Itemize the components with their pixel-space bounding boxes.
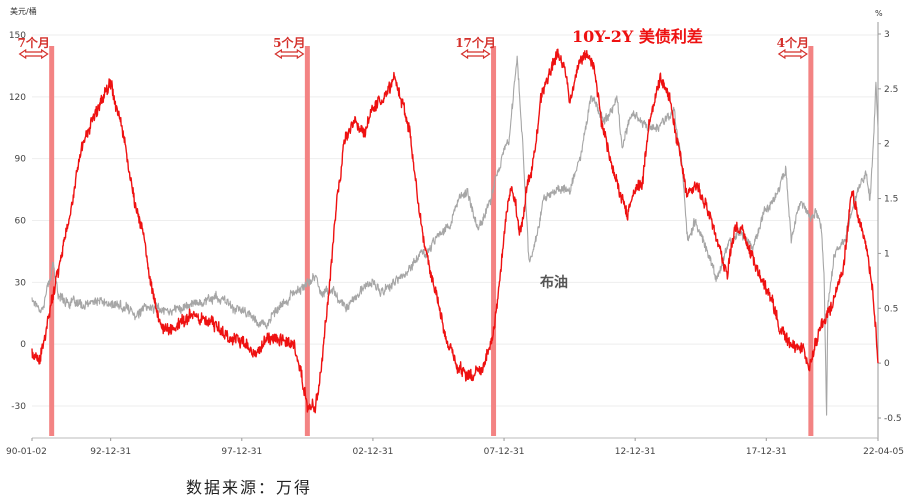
right-axis-unit: % <box>875 9 883 18</box>
left-axis: 美元/桶 150 120 90 60 30 0 -30 <box>9 6 878 412</box>
left-axis-unit: 美元/桶 <box>10 6 37 16</box>
data-source-note: 数据来源：万得 <box>186 478 313 497</box>
inversion-duration-label: 5个月 <box>273 35 305 50</box>
yield-spread-line <box>31 48 879 414</box>
left-tick-label: 60 <box>15 217 27 227</box>
right-axis: % 3 2.5 2 1.5 1 0.5 0 -0.5 <box>875 9 902 438</box>
right-tick-label: -0.5 <box>884 414 902 424</box>
right-tick-label: 1 <box>884 249 890 259</box>
inversion-duration-label: 4个月 <box>777 35 809 50</box>
inversion-bar <box>49 46 55 436</box>
right-tick-label: 2.5 <box>884 85 898 95</box>
double-arrow-icon <box>777 48 808 60</box>
inversion-bar <box>491 46 497 436</box>
inversion-duration-label: 7个月 <box>17 35 49 50</box>
x-tick-label: 90-01-02 <box>6 447 47 457</box>
left-tick-label: 0 <box>20 340 26 350</box>
left-tick-label: 150 <box>9 31 26 41</box>
left-tick-label: 90 <box>15 155 27 165</box>
right-tick-label: 0.5 <box>884 304 898 314</box>
right-tick-label: 1.5 <box>884 195 898 205</box>
inversion-duration-label: 17个月 <box>455 35 496 50</box>
series-lines <box>31 48 879 416</box>
double-arrow-icon <box>460 48 491 60</box>
right-tick-label: 3 <box>884 30 890 40</box>
x-tick-label: 07-12-31 <box>484 447 525 457</box>
duration-labels: 7个月 5个月 17个月 4个月 <box>17 35 809 60</box>
double-arrow-icon <box>274 48 305 60</box>
right-tick-label: 0 <box>884 359 890 369</box>
inversion-bars <box>49 46 814 436</box>
left-tick-label: -30 <box>11 402 26 412</box>
x-tick-label: 02-12-31 <box>352 447 393 457</box>
double-arrow-icon <box>18 48 49 60</box>
x-tick-label: 22-04-05 <box>863 447 904 457</box>
x-tick-label: 17-12-31 <box>746 447 787 457</box>
x-tick-label: 12-12-31 <box>615 447 656 457</box>
left-tick-label: 120 <box>9 93 26 103</box>
oil-series-label: 布油 <box>540 274 568 291</box>
right-tick-label: 2 <box>884 140 890 150</box>
x-tick-label: 92-12-31 <box>90 447 131 457</box>
x-tick-label: 97-12-31 <box>221 447 262 457</box>
x-axis: 90-01-02 92-12-31 97-12-31 02-12-31 07-12-31… <box>6 437 904 457</box>
left-tick-label: 30 <box>15 278 27 288</box>
chart-title: 10Y-2Y 美债利差 <box>572 27 703 46</box>
inversion-bar <box>304 46 310 436</box>
inversion-bar <box>808 46 814 436</box>
